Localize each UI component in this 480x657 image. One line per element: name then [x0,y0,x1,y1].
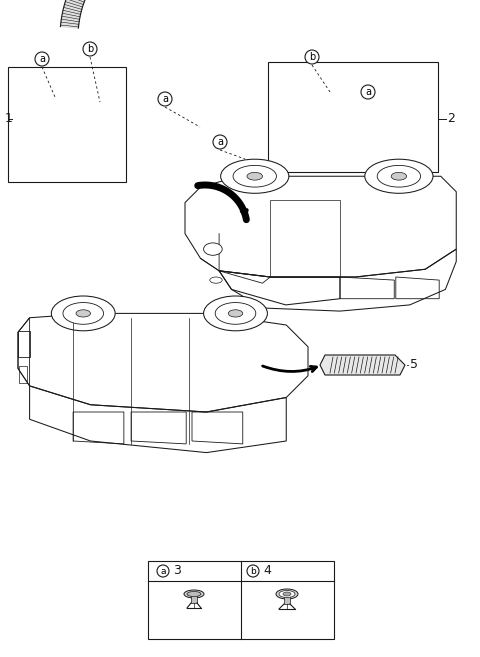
Text: a: a [160,566,166,576]
Polygon shape [60,0,102,28]
Ellipse shape [204,243,222,256]
Text: 3: 3 [173,564,181,578]
Text: a: a [365,87,371,97]
Text: b: b [87,44,93,54]
Ellipse shape [228,309,243,317]
Circle shape [35,52,49,66]
Ellipse shape [247,172,263,180]
Ellipse shape [279,591,295,597]
Circle shape [213,135,227,149]
Circle shape [361,85,375,99]
Text: 5: 5 [410,359,418,371]
Ellipse shape [210,277,222,283]
Ellipse shape [233,166,276,187]
Ellipse shape [276,589,298,599]
Circle shape [247,565,259,577]
Bar [268,62,438,172]
Text: 4: 4 [263,564,271,578]
Text: a: a [162,94,168,104]
Ellipse shape [187,591,201,597]
Ellipse shape [283,592,291,596]
Text: a: a [39,54,45,64]
Ellipse shape [391,172,407,180]
Text: b: b [309,52,315,62]
Circle shape [158,92,172,106]
Text: a: a [217,137,223,147]
Ellipse shape [184,590,204,598]
Bar [8,67,126,182]
Ellipse shape [377,166,420,187]
Bar [20,365,27,383]
Bar [148,561,334,639]
Polygon shape [320,355,405,375]
Text: 2: 2 [447,112,455,125]
Ellipse shape [215,302,256,325]
Ellipse shape [63,302,104,325]
Circle shape [83,42,97,56]
Ellipse shape [204,296,267,331]
Text: b: b [250,566,256,576]
Text: 1: 1 [5,112,13,125]
Bar [18,331,30,357]
Ellipse shape [76,309,91,317]
Circle shape [305,50,319,64]
Bar [191,594,197,603]
Ellipse shape [51,296,115,331]
Bar [284,594,290,604]
Circle shape [157,565,169,577]
Ellipse shape [221,159,289,193]
Ellipse shape [365,159,433,193]
